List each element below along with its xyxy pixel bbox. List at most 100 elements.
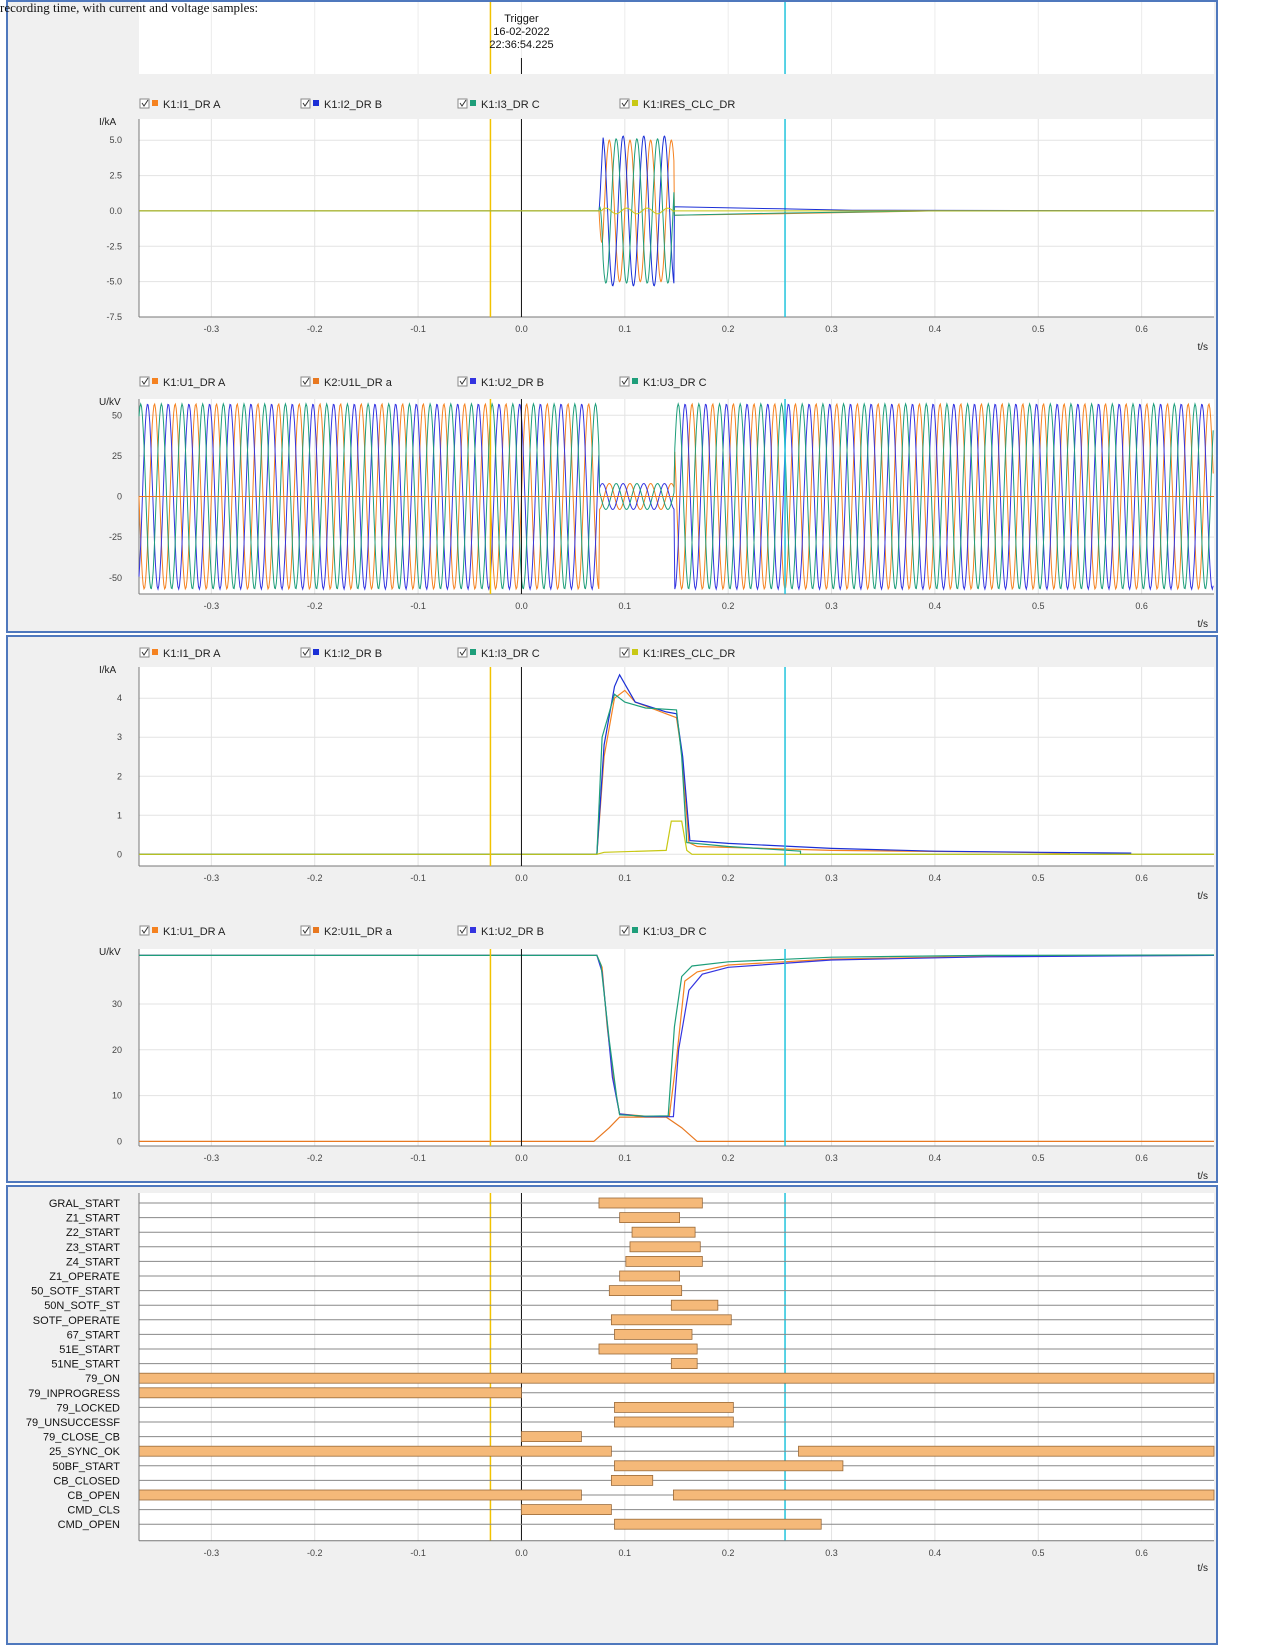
channel-active-bar [625, 1256, 703, 1267]
plot-area [139, 949, 1214, 1146]
x-tick-label: 0.6 [1135, 1548, 1148, 1558]
channel-active-bar [798, 1445, 1215, 1457]
channel-active-bar [670, 1299, 719, 1311]
instantaneous-values-panel: Trigger 16-02-2022 22:36:54.225 K1:I1_DR A K… [6, 0, 1218, 633]
x-tick-label: 0.5 [1032, 1548, 1045, 1558]
y-tick-label: -50 [109, 573, 122, 583]
legend-checkbox [457, 376, 468, 387]
series-line [139, 1116, 1214, 1142]
y-tick-label: 0 [117, 849, 122, 859]
x-tick-label: -0.1 [410, 601, 426, 611]
legend-label: K2:U1L_DR a [324, 377, 393, 389]
legend-label: K1:I2_DR B [324, 99, 382, 111]
x-tick-label: 0.6 [1135, 601, 1148, 611]
legend-swatch [313, 100, 319, 106]
channel-active-bar [138, 1387, 522, 1399]
y-tick-label: 50 [112, 410, 122, 420]
y-axis-label: U/kV [99, 947, 121, 958]
y-tick-label: 25 [112, 451, 122, 461]
channel-active-bar [619, 1212, 681, 1224]
check-icon [621, 926, 629, 934]
channel-label: CB_CLOSED [53, 1475, 120, 1487]
legend-label: K1:U2_DR B [481, 926, 544, 938]
x-tick-label: 0.5 [1032, 1153, 1045, 1163]
x-tick-label: 0.2 [722, 1548, 735, 1558]
x-tick-label: 0.2 [722, 324, 735, 334]
x-tick-label: -0.3 [204, 1153, 220, 1163]
x-tick-label: 0.4 [929, 873, 942, 883]
x-tick-label: 0.2 [722, 601, 735, 611]
y-tick-label: 3 [117, 732, 122, 742]
y-tick-label: 10 [112, 1091, 122, 1101]
channel-label: Z2_START [66, 1227, 120, 1239]
channel-label: Z4_START [66, 1256, 120, 1268]
legend-swatch [470, 378, 476, 384]
x-tick-label: 0.1 [619, 1548, 632, 1558]
legend-checkbox [300, 647, 311, 658]
x-tick-label: 0.4 [929, 601, 942, 611]
check-icon [621, 648, 629, 656]
page-caption: recording time, with current and voltage… [0, 0, 259, 15]
y-axis-label: I/kA [99, 117, 117, 128]
channel-active-bar [614, 1460, 844, 1472]
channel-label: CB_OPEN [67, 1490, 120, 1502]
x-tick-label: -0.2 [307, 1153, 323, 1163]
channel-active-bar [521, 1431, 582, 1443]
x-axis-label: t/s [1197, 1171, 1208, 1181]
legend-swatch [313, 378, 319, 384]
legend-label: K1:U2_DR B [481, 377, 544, 389]
x-tick-label: -0.2 [307, 601, 323, 611]
legend-checkbox [300, 98, 311, 109]
legend-swatch [152, 927, 158, 933]
series-line [139, 693, 1214, 855]
check-icon [459, 99, 467, 107]
x-tick-label: -0.2 [307, 873, 323, 883]
x-axis-label: t/s [1197, 891, 1208, 902]
rms-values-panel: K1:I1_DR A K1:I2_DR B K1:I3_DR C K1:IRES_CL… [6, 635, 1218, 1183]
channel-label: 50BF_START [53, 1461, 121, 1473]
legend-label: K1:U3_DR C [643, 377, 707, 389]
legend-label: K1:U1_DR A [163, 377, 226, 389]
y-tick-label: -2.5 [106, 241, 122, 251]
trigger-time: 22:36:54.225 [489, 39, 553, 51]
rms-charts[interactable]: K1:I1_DR A K1:I2_DR B K1:I3_DR C K1:IRES_CL… [8, 637, 1216, 1182]
legend-checkbox [457, 647, 468, 658]
check-icon [141, 99, 149, 107]
channel-label: Z3_START [66, 1242, 120, 1254]
channel-active-bar [610, 1314, 732, 1326]
channel-active-bar [619, 1270, 681, 1282]
legend-swatch [152, 649, 158, 655]
legend-checkbox [300, 376, 311, 387]
x-tick-label: 0.1 [619, 873, 632, 883]
legend-checkbox [619, 98, 630, 109]
series-line [139, 207, 1214, 215]
legend-swatch [632, 100, 638, 106]
legend-label: K1:I1_DR A [163, 648, 221, 660]
check-icon [302, 377, 310, 385]
channel-label: 67_START [67, 1329, 121, 1341]
legend-label: K1:I2_DR B [324, 648, 382, 660]
x-tick-label: 0.5 [1032, 324, 1045, 334]
legend-checkbox [619, 376, 630, 387]
legend-label: K1:U3_DR C [643, 926, 707, 938]
y-tick-label: -5.0 [106, 277, 122, 287]
check-icon [459, 377, 467, 385]
legend-label: K1:I3_DR C [481, 99, 540, 111]
channel-label: Z1_OPERATE [49, 1271, 120, 1283]
check-icon [459, 926, 467, 934]
channel-active-bar [138, 1489, 582, 1501]
legend-checkbox [619, 925, 630, 936]
channel-label: CMD_CLS [67, 1505, 120, 1517]
x-tick-label: 0.6 [1135, 324, 1148, 334]
digital-channel-chart[interactable]: -0.3 -0.2 -0.1 0.0 0.1 0.2 0.3 0.4 0.5 0.6 GRAL_ST… [8, 1187, 1216, 1643]
check-icon [621, 99, 629, 107]
y-axis-label: I/kA [99, 665, 117, 676]
x-tick-label: -0.1 [410, 1153, 426, 1163]
plot-area [139, 119, 1214, 317]
legend-swatch [632, 649, 638, 655]
channel-label: 51NE_START [51, 1359, 120, 1371]
channel-label: 25_SYNC_OK [49, 1446, 121, 1458]
legend-checkbox [139, 376, 150, 387]
x-axis-label: t/s [1197, 1563, 1208, 1574]
